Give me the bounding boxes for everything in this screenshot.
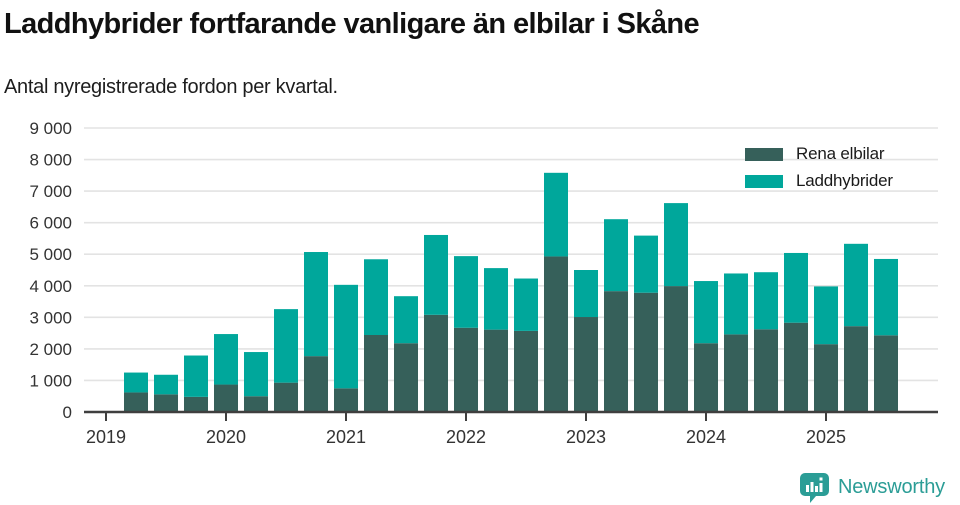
legend-swatch-laddhybrider [745, 174, 783, 188]
bar-segment-rena-elbilar [544, 256, 568, 412]
chart-subtitle: Antal nyregistrerade fordon per kvartal. [4, 76, 338, 98]
legend-item-laddhybrider: Laddhybrider [745, 171, 893, 191]
x-tick-label: 2020 [206, 427, 246, 447]
bar-segment-laddhybrider [244, 352, 268, 397]
bar-segment-laddhybrider [814, 286, 838, 345]
bar-segment-laddhybrider [784, 252, 808, 323]
y-tick-label: 4 000 [29, 277, 72, 296]
bar-segment-rena-elbilar [124, 392, 148, 412]
bar-segment-rena-elbilar [784, 322, 808, 412]
bar-segment-rena-elbilar [844, 326, 868, 412]
y-tick-label: 2 000 [29, 340, 72, 359]
bar-segment-laddhybrider [844, 243, 868, 327]
bar-segment-rena-elbilar [154, 394, 178, 412]
bar-segment-laddhybrider [874, 258, 898, 336]
x-tick-label: 2023 [566, 427, 606, 447]
bar-segment-laddhybrider [304, 252, 328, 357]
y-tick-label: 5 000 [29, 245, 72, 264]
bar-segment-laddhybrider [274, 309, 298, 383]
bar-segment-rena-elbilar [394, 343, 418, 412]
y-tick-label: 9 000 [29, 119, 72, 138]
legend-swatch-rena-elbilar [745, 147, 783, 161]
bar-chart: 0 1 000 2 000 3 000 4 000 5 000 6 000 7 000 8 00… [0, 110, 960, 460]
bar-segment-rena-elbilar [184, 396, 208, 412]
bar-segment-laddhybrider [574, 270, 598, 318]
bar-segment-rena-elbilar [364, 335, 388, 412]
bar-segment-laddhybrider [724, 273, 748, 335]
x-tick-label: 2025 [806, 427, 846, 447]
bar-segment-rena-elbilar [304, 356, 328, 412]
bar-segment-laddhybrider [364, 259, 388, 336]
bar-chart-svg: 0 1 000 2 000 3 000 4 000 5 000 6 000 7 000 8 00… [29, 119, 938, 447]
bar-segment-laddhybrider [604, 219, 628, 292]
y-tick-label: 1 000 [29, 371, 72, 390]
bar-segment-laddhybrider [694, 281, 718, 344]
bar-segment-laddhybrider [664, 203, 688, 287]
legend-label: Rena elbilar [796, 144, 885, 163]
chart-legend: Rena elbilar Laddhybrider [745, 144, 893, 191]
bar-segment-rena-elbilar [694, 343, 718, 412]
y-tick-label: 8 000 [29, 151, 72, 170]
bar-segment-rena-elbilar [424, 314, 448, 412]
bar-segment-rena-elbilar [604, 291, 628, 412]
x-tick-label: 2022 [446, 427, 486, 447]
newsworthy-brand-link[interactable]: Newsworthy [799, 472, 945, 503]
bar-segment-laddhybrider [124, 372, 148, 393]
legend-label: Laddhybrider [796, 171, 893, 190]
bar-segment-rena-elbilar [334, 388, 358, 412]
page-title: Laddhybrider fortfarande vanligare än el… [4, 8, 700, 40]
bar-segment-rena-elbilar [574, 317, 598, 412]
y-tick-label: 7 000 [29, 182, 72, 201]
bar-segment-rena-elbilar [244, 396, 268, 412]
bar-segment-laddhybrider [184, 355, 208, 397]
y-tick-label: 0 [63, 403, 72, 422]
bar-segment-rena-elbilar [724, 334, 748, 412]
bar-segment-rena-elbilar [484, 329, 508, 412]
bar-segment-laddhybrider [514, 278, 538, 331]
bar-segment-rena-elbilar [454, 327, 478, 412]
bar-segment-laddhybrider [334, 284, 358, 389]
y-tick-label: 6 000 [29, 214, 72, 233]
bar-segment-laddhybrider [544, 172, 568, 257]
bar-segment-laddhybrider [154, 374, 178, 395]
bar-segment-rena-elbilar [814, 344, 838, 412]
bar-segment-laddhybrider [634, 235, 658, 293]
bar-segment-rena-elbilar [874, 335, 898, 412]
bar-segment-rena-elbilar [754, 329, 778, 412]
bar-segment-rena-elbilar [634, 292, 658, 412]
bar-segment-laddhybrider [394, 296, 418, 344]
bar-segment-laddhybrider [754, 272, 778, 330]
newsworthy-logo-icon [799, 472, 830, 503]
bar-segment-rena-elbilar [664, 286, 688, 412]
bar-segment-laddhybrider [484, 268, 508, 330]
x-tick-label: 2024 [686, 427, 726, 447]
bar-segment-rena-elbilar [214, 384, 238, 412]
bar-segment-laddhybrider [454, 256, 478, 328]
bar-segment-rena-elbilar [514, 330, 538, 412]
bar-segment-laddhybrider [214, 334, 238, 385]
y-tick-label: 3 000 [29, 308, 72, 327]
x-tick-label: 2019 [86, 427, 126, 447]
bar-segment-laddhybrider [424, 234, 448, 315]
x-tick-label: 2021 [326, 427, 366, 447]
legend-item-rena-elbilar: Rena elbilar [745, 144, 893, 164]
brand-name: Newsworthy [838, 476, 945, 498]
bar-segment-rena-elbilar [274, 382, 298, 412]
